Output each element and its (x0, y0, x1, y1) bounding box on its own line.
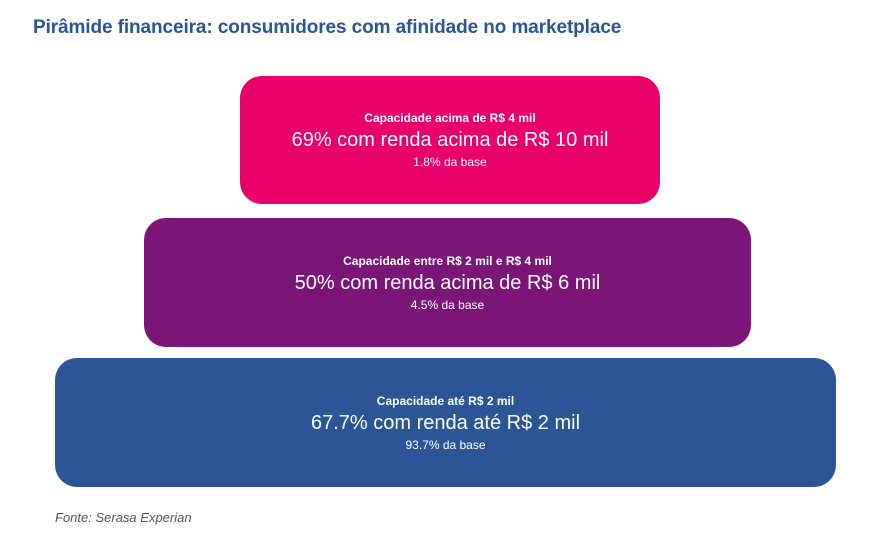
tier-heading: Capacidade acima de R$ 4 mil (364, 111, 536, 125)
source-note: Fonte: Serasa Experian (55, 510, 192, 525)
pyramid-tier-middle: Capacidade entre R$ 2 mil e R$ 4 mil 50%… (144, 218, 751, 347)
tier-heading: Capacidade entre R$ 2 mil e R$ 4 mil (343, 253, 552, 268)
tier-main-stat: 69% com renda acima de R$ 10 mil (291, 129, 609, 151)
tier-heading: Capacidade até R$ 2 mil (376, 393, 515, 408)
tier-base-share: 1.8% da base (413, 155, 487, 169)
tier-main-stat: 50% com renda acima de R$ 6 mil (294, 271, 601, 294)
tier-base-share: 4.5% da base (410, 297, 485, 312)
tier-base-share: 93.7% da base (405, 437, 486, 452)
pyramid-tier-top: Capacidade acima de R$ 4 mil 69% com ren… (240, 76, 660, 204)
diagram-title: Pirâmide financeira: consumidores com af… (33, 17, 622, 38)
tier-main-stat: 67.7% com renda até R$ 2 mil (310, 411, 581, 434)
pyramid-tier-bottom: Capacidade até R$ 2 mil 67.7% com renda … (55, 358, 836, 487)
